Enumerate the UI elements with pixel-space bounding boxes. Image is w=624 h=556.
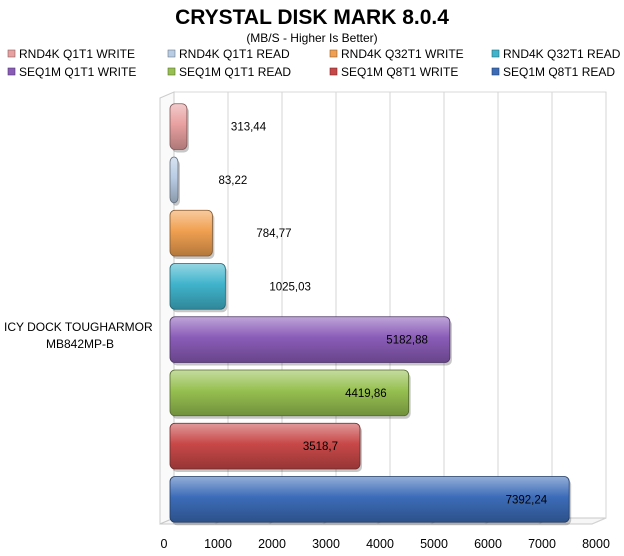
legend-item: RND4K Q1T1 WRITE [7,47,135,61]
bar-body [169,369,410,417]
bar [169,476,572,526]
legend-item: RND4K Q32T1 READ [491,47,621,61]
data-label: 83,22 [218,175,247,187]
legend-swatch [329,49,338,58]
legend-label: RND4K Q1T1 WRITE [19,47,135,61]
legend-label: SEQ1M Q8T1 READ [503,65,615,79]
chart-title: CRYSTAL DISK MARK 8.0.4 [175,6,449,29]
legend: RND4K Q1T1 WRITE RND4K Q1T1 READ RND4K Q32… [7,47,621,79]
x-tick-label: 4000 [366,537,394,551]
bar-body [169,156,179,204]
data-label: 313,44 [231,122,267,134]
x-tick-label: 2000 [258,537,286,551]
bar [169,369,411,419]
bar [169,103,189,153]
data-label: 5182,88 [386,335,428,347]
chart-subtitle: (MB/S - Higher Is Better) [246,31,377,45]
bar [169,156,180,206]
legend-swatch [491,49,500,58]
bar [169,209,215,260]
legend-swatch [329,67,338,76]
data-label: 7392,24 [506,494,548,506]
bar-body [169,103,188,150]
legend-label: SEQ1M Q8T1 WRITE [341,65,458,79]
x-tick-label: 8000 [582,537,610,551]
bar-body [169,476,570,523]
legend-label: RND4K Q1T1 READ [179,47,290,61]
x-tick-label: 3000 [312,537,340,551]
legend-item: SEQ1M Q8T1 WRITE [329,65,458,79]
category-label: ICY DOCK TOUGHARMOR MB842MP-B [4,320,156,351]
legend-swatch [167,67,176,76]
plot-area: 313,44 83,22 784,77 1025,03 5182,88 4419,86 35… [159,91,607,526]
category-label-line-2: MB842MP-B [46,337,114,351]
data-label: 1025,03 [269,281,311,293]
data-label: 4419,86 [345,388,387,400]
legend-swatch [491,67,500,76]
legend-item: RND4K Q1T1 READ [167,47,290,61]
gridline-floor [591,517,607,525]
x-tick-label: 1000 [204,537,232,551]
bar [169,422,363,473]
legend-item: RND4K Q32T1 WRITE [329,47,464,61]
x-tick-label: 7000 [528,537,556,551]
legend-swatch [7,67,16,76]
x-tick-label: 5000 [420,537,448,551]
legend-label: SEQ1M Q1T1 WRITE [19,65,136,79]
bar-body [169,422,361,470]
legend-label: RND4K Q32T1 WRITE [341,47,464,61]
legend-swatch [167,49,176,58]
bar-body [169,209,213,257]
bar [169,316,452,366]
data-label: 3518,7 [303,441,338,453]
legend-label: RND4K Q32T1 READ [503,47,621,61]
x-tick-label: 0 [161,537,168,551]
legend-item: SEQ1M Q1T1 WRITE [7,65,136,79]
legend-item: SEQ1M Q8T1 READ [491,65,615,79]
legend-item: SEQ1M Q1T1 READ [167,65,291,79]
category-label-line-1: ICY DOCK TOUGHARMOR [4,320,153,334]
bar-body [169,263,226,310]
data-label: 784,77 [256,228,291,240]
legend-label: SEQ1M Q1T1 READ [179,65,291,79]
bar-body [169,316,451,363]
legend-swatch [7,49,16,58]
x-axis-ticks: 0 1000 2000 3000 4000 5000 6000 7000 8000 [161,537,610,551]
x-tick-label: 6000 [474,537,502,551]
bar [169,263,228,313]
